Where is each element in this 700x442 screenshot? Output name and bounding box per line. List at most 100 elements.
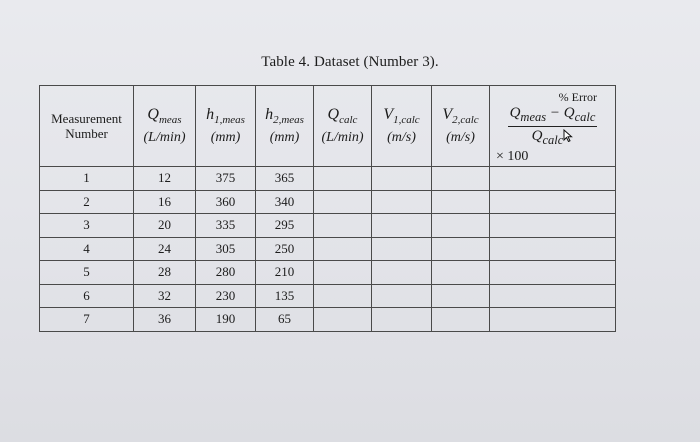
cell-q-calc <box>313 213 372 238</box>
formula-numerator: Qmeas − Qcalc <box>507 104 598 127</box>
cell-measurement-number: 2 <box>39 189 134 214</box>
formula-denominator: Qcalc <box>508 127 598 148</box>
header-measurement-line2: Number <box>65 126 108 141</box>
v2-calc-symbol: V <box>442 105 453 123</box>
cell-v2-calc <box>431 283 490 308</box>
header-measurement-line1: Measurement <box>51 111 122 126</box>
cell-h2-meas: 210 <box>255 260 314 285</box>
cell-q-calc <box>313 166 372 191</box>
cell-measurement-number: 3 <box>39 213 134 238</box>
cell-q-meas: 32 <box>133 283 196 308</box>
cell-percent-error <box>489 189 616 214</box>
cell-h2-meas: 250 <box>255 236 314 261</box>
cell-percent-error <box>489 260 616 285</box>
table-body: 1 12 375 365 2 16 360 340 3 20 335 295 <box>39 166 616 332</box>
v1-calc-sub: 1,calc <box>393 114 420 127</box>
cell-q-meas: 12 <box>133 166 196 191</box>
cell-q-meas: 16 <box>133 189 196 214</box>
cell-percent-error <box>489 166 616 191</box>
denominator-q: Q <box>531 127 543 144</box>
cell-v1-calc <box>371 260 432 285</box>
cell-h2-meas: 135 <box>255 283 314 308</box>
header-q-meas: Qmeas (L/min) <box>133 85 196 167</box>
table-row: 4 24 305 250 <box>39 236 616 261</box>
cell-v1-calc <box>371 283 432 308</box>
v2-calc-sub: 2,calc <box>452 114 479 127</box>
cell-h1-meas: 280 <box>195 260 256 285</box>
cell-q-calc <box>313 260 372 285</box>
cell-measurement-number: 4 <box>39 236 134 261</box>
h1-meas-symbol: h <box>206 105 215 123</box>
header-q-calc: Qcalc (L/min) <box>313 85 372 167</box>
denominator-sub: calc <box>542 132 564 147</box>
cell-v1-calc <box>371 236 432 261</box>
cell-v1-calc <box>371 213 432 238</box>
table-row: 1 12 375 365 <box>39 166 616 191</box>
cell-q-meas: 20 <box>133 213 196 238</box>
table-row: 2 16 360 340 <box>39 189 616 214</box>
cell-h2-meas: 340 <box>255 189 314 214</box>
cell-q-calc <box>313 283 372 308</box>
numerator-q2: Q <box>563 104 575 121</box>
cell-v2-calc <box>431 213 490 238</box>
cell-v2-calc <box>431 236 490 261</box>
v1-calc-unit: (m/s) <box>387 130 416 146</box>
v2-calc-unit: (m/s) <box>446 130 475 146</box>
cell-measurement-number: 5 <box>39 260 134 285</box>
h1-meas-sub: 1,meas <box>214 114 245 127</box>
cell-q-calc <box>313 236 372 261</box>
h2-meas-unit: (mm) <box>269 130 300 146</box>
cell-h2-meas: 365 <box>255 166 314 191</box>
cell-q-meas: 28 <box>133 260 196 285</box>
header-v1-calc: V1,calc (m/s) <box>371 85 432 167</box>
h1-meas-unit: (mm) <box>210 130 241 146</box>
table-row: 7 36 190 65 <box>39 307 616 332</box>
cell-measurement-number: 1 <box>39 166 134 191</box>
table-row: 6 32 230 135 <box>39 283 616 308</box>
cell-measurement-number: 7 <box>39 307 134 332</box>
cell-v2-calc <box>431 260 490 285</box>
cell-v2-calc <box>431 166 490 191</box>
cell-measurement-number: 6 <box>39 283 134 308</box>
cell-h2-meas: 295 <box>255 213 314 238</box>
dataset-table: Measurement Number Qmeas (L/min) h1,meas… <box>39 85 616 332</box>
table-row: 3 20 335 295 <box>39 213 616 238</box>
cell-v1-calc <box>371 307 432 332</box>
cell-percent-error <box>489 307 616 332</box>
header-percent-error: % Error Qmeas − Qcalc Qcalc × 100 <box>489 85 616 167</box>
mouse-pointer-icon <box>563 128 574 142</box>
cell-h1-meas: 335 <box>195 213 256 238</box>
q-calc-unit: (L/min) <box>321 130 364 146</box>
cell-q-meas: 24 <box>133 236 196 261</box>
h2-meas-symbol: h <box>265 105 274 123</box>
q-meas-symbol: Q <box>147 105 159 123</box>
cell-v1-calc <box>371 189 432 214</box>
table-row: 5 28 280 210 <box>39 260 616 285</box>
numerator-sub1: meas <box>520 109 547 124</box>
q-calc-symbol: Q <box>327 105 340 123</box>
table-caption: Table 4. Dataset (Number 3). <box>261 54 439 70</box>
header-h2-meas: h2,meas (mm) <box>255 85 314 167</box>
cell-q-meas: 36 <box>133 307 196 332</box>
numerator-minus: − <box>546 104 564 121</box>
percent-error-formula: Qmeas − Qcalc Qcalc <box>507 104 598 148</box>
cell-h1-meas: 190 <box>195 307 256 332</box>
numerator-sub2: calc <box>574 109 596 124</box>
cell-h1-meas: 305 <box>195 236 256 261</box>
cell-h1-meas: 375 <box>195 166 256 191</box>
cell-percent-error <box>489 213 616 238</box>
cell-h1-meas: 230 <box>195 283 256 308</box>
cell-q-calc <box>313 189 372 214</box>
cell-v2-calc <box>431 307 490 332</box>
cell-percent-error <box>489 236 616 261</box>
cell-v1-calc <box>371 166 432 191</box>
header-v2-calc: V2,calc (m/s) <box>431 85 490 167</box>
h2-meas-sub: 2,meas <box>273 114 304 127</box>
percent-error-title: % Error <box>558 89 597 104</box>
cell-q-calc <box>313 307 372 332</box>
header-h1-meas: h1,meas (mm) <box>195 85 256 167</box>
q-meas-unit: (L/min) <box>143 130 186 146</box>
cell-percent-error <box>489 283 616 308</box>
percent-error-factor: × 100 <box>496 148 529 164</box>
numerator-q1: Q <box>509 104 521 121</box>
